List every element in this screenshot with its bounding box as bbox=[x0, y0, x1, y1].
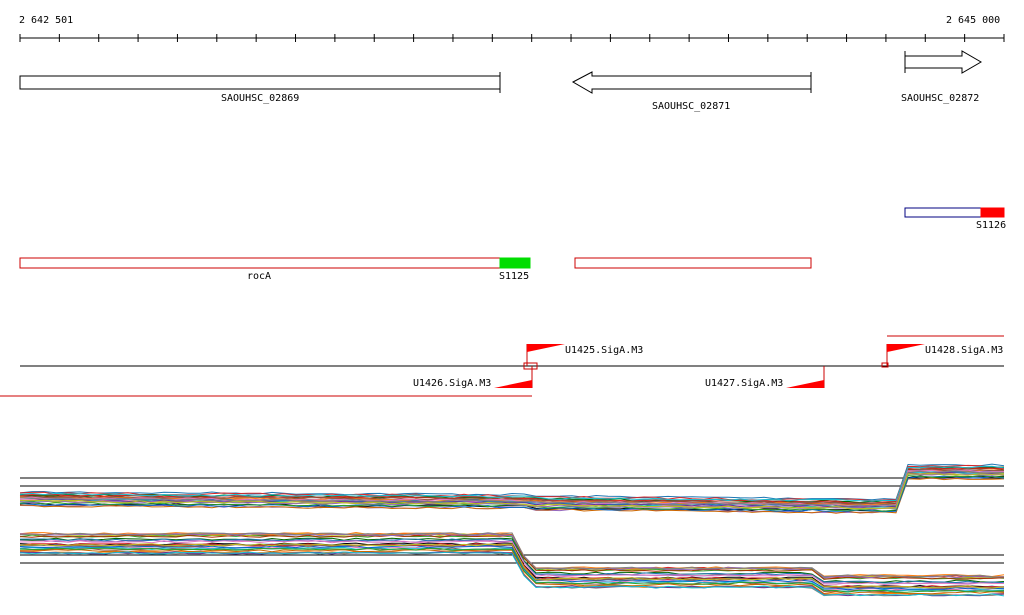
promoter-u1427[interactable]: U1427.SigA.M3 bbox=[705, 366, 825, 389]
expression-track-upper bbox=[19, 463, 1005, 514]
promoter-label: U1428.SigA.M3 bbox=[925, 345, 1003, 356]
expression-track-lower bbox=[19, 531, 1005, 597]
expression-profile-line bbox=[19, 547, 1005, 593]
promoter-label: U1427.SigA.M3 bbox=[705, 378, 783, 389]
expression-profile-line bbox=[19, 543, 1005, 589]
promoter-flag bbox=[786, 380, 824, 388]
promoter-label: U1426.SigA.M3 bbox=[413, 378, 491, 389]
promoter-u1425[interactable]: U1425.SigA.M3 bbox=[526, 344, 643, 366]
expression-profile-line bbox=[19, 465, 1005, 502]
reverse-gene-arrow bbox=[571, 71, 812, 94]
expression-profile-line bbox=[19, 540, 1005, 586]
expression-profile-line bbox=[19, 469, 1005, 507]
segment-label: S1125 bbox=[499, 271, 529, 282]
expression-profile-line bbox=[19, 545, 1005, 591]
gene-saouhsc-02871[interactable]: SAOUHSC_02871 bbox=[571, 71, 812, 112]
gene-label: SAOUHSC_02869 bbox=[221, 93, 299, 104]
coordinate-ruler: 2 642 501 2 645 000 bbox=[19, 15, 1005, 42]
ruler-ticks bbox=[19, 34, 1005, 42]
promoter-track: U1425.SigA.M3 U1426.SigA.M3 U1427.SigA.M… bbox=[0, 335, 1004, 397]
ruler-end-label: 2 645 000 bbox=[946, 15, 1000, 26]
promoter-site-box bbox=[523, 362, 538, 370]
gene-arrow-body bbox=[19, 75, 501, 90]
expression-profile-line bbox=[19, 475, 1005, 513]
segment-s1125-fill bbox=[499, 257, 531, 269]
gene-label: SAOUHSC_02871 bbox=[652, 101, 730, 112]
segment-label: rocA bbox=[247, 271, 271, 282]
segment-s1126-outline bbox=[904, 207, 982, 218]
promoter-label: U1425.SigA.M3 bbox=[565, 345, 643, 356]
promoter-u1426[interactable]: U1426.SigA.M3 bbox=[413, 366, 533, 389]
segment-track: S1126 rocA S1125 bbox=[19, 207, 1006, 282]
promoter-site-box bbox=[881, 362, 889, 368]
segment-roca-box bbox=[19, 257, 501, 269]
ruler-start-label: 2 642 501 bbox=[19, 15, 73, 26]
promoter-u1428[interactable]: U1428.SigA.M3 bbox=[886, 344, 1003, 366]
segment-s1126[interactable]: S1126 bbox=[904, 207, 1006, 231]
expression-lines-lower bbox=[19, 531, 1005, 597]
expression-profile-line bbox=[19, 537, 1005, 583]
expression-profile-line bbox=[19, 468, 1005, 505]
promoter-flag bbox=[527, 344, 565, 352]
segment-s1125[interactable]: S1125 bbox=[499, 257, 531, 282]
segment-s1126-fill bbox=[980, 207, 1005, 218]
expression-profile-line bbox=[19, 470, 1005, 507]
gene-saouhsc-02872[interactable]: SAOUHSC_02872 bbox=[901, 50, 982, 104]
expression-profile-line bbox=[19, 538, 1005, 584]
segment-label: S1126 bbox=[976, 220, 1006, 231]
expression-profile-line bbox=[19, 551, 1005, 597]
promoter-flag bbox=[887, 344, 925, 352]
expression-profile-line bbox=[19, 463, 1005, 501]
gene-track: SAOUHSC_02869 SAOUHSC_02871 SAOUHSC_0287… bbox=[19, 50, 982, 112]
segment-roca[interactable]: rocA bbox=[19, 257, 501, 282]
gene-saouhsc-02869[interactable]: SAOUHSC_02869 bbox=[19, 72, 501, 104]
expression-lines-upper bbox=[19, 463, 1005, 514]
promoter-flag bbox=[494, 380, 532, 388]
forward-gene-arrow bbox=[904, 50, 982, 74]
segment-unlabeled-box[interactable] bbox=[574, 257, 812, 269]
gene-label: SAOUHSC_02872 bbox=[901, 93, 979, 104]
expression-profile-line bbox=[19, 532, 1005, 578]
expression-profile-line bbox=[19, 472, 1005, 510]
